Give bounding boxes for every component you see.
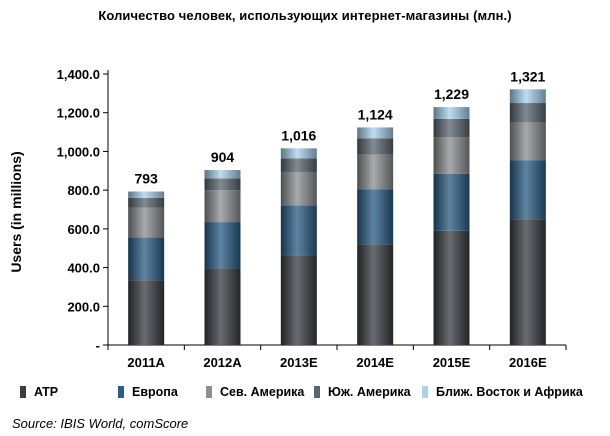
bar-segment [280, 158, 317, 172]
bar-segment [128, 197, 165, 208]
bar-segment [280, 255, 317, 345]
legend-item-north-america: Сев. Америка [206, 385, 304, 399]
bar-segment [280, 171, 317, 206]
legend-swatch [118, 386, 124, 398]
source-note: Source: IBIS World, comScore [12, 416, 189, 431]
bar-segment [433, 230, 470, 345]
bar-segment [280, 148, 317, 159]
bar-segment [357, 244, 394, 345]
bar-segment [357, 127, 394, 139]
bar-segment [433, 137, 470, 174]
bar-segment [433, 118, 470, 138]
legend-item-europe: Европа [118, 385, 178, 399]
bar-segment [204, 268, 241, 345]
bar-segment [204, 190, 241, 223]
bar-segment [204, 170, 241, 179]
bar-segment [204, 222, 241, 269]
x-tick-label: 2014E [356, 355, 394, 370]
legend-swatch [206, 386, 212, 398]
bar-segment [509, 122, 546, 161]
bar-total-label: 904 [211, 149, 235, 165]
x-tick-label: 2013E [280, 355, 318, 370]
bar-segment [509, 219, 546, 345]
y-tick-label: 400.0 [67, 261, 100, 276]
x-tick-label: 2016E [509, 355, 547, 370]
legend-swatch [314, 386, 320, 398]
y-tick-label: 1,000.0 [57, 144, 100, 159]
bar-segment [509, 160, 546, 220]
legend-item-south-america: Юж. Америка [314, 385, 411, 399]
bar-segment [357, 154, 394, 190]
y-tick-label: 800.0 [67, 183, 100, 198]
bar-total-label: 1,124 [358, 106, 393, 122]
legend-label: Сев. Америка [220, 385, 305, 399]
bar-total-label: 1,321 [510, 68, 545, 84]
y-tick-label: 1,200.0 [57, 106, 100, 121]
bar-total-label: 1,016 [281, 127, 316, 143]
bar-segment [128, 191, 165, 198]
legend-swatch [20, 386, 26, 398]
stacked-bar-chart: - 200.0 400.0 600.0 800.0 1,000.0 1,200.0 1,400… [57, 67, 567, 370]
legend-label: Ближ. Восток и Африка [436, 385, 583, 399]
bar-segment [357, 138, 394, 155]
legend-item-middle-east-africa: Ближ. Восток и Африка [422, 385, 583, 399]
bar-segment [433, 107, 470, 119]
y-tick-label: - [96, 338, 100, 353]
legend-label: Юж. Америка [328, 385, 411, 399]
legend-item-atp: ATP [20, 385, 58, 399]
bar-segment [357, 189, 394, 245]
bar-segment [509, 89, 546, 104]
legend-label: Европа [132, 385, 178, 399]
legend-swatch [422, 386, 428, 398]
bar-segment [280, 205, 317, 256]
bar-segment [128, 280, 165, 345]
bar-total-label: 1,229 [434, 86, 469, 102]
x-tick-label: 2015E [433, 355, 471, 370]
legend-label: ATP [34, 385, 59, 399]
bar-segment [433, 173, 470, 231]
legend: ATP Европа Сев. Америка Юж. Америка Ближ… [8, 385, 608, 405]
bar-segment [204, 178, 241, 191]
y-tick-label: 200.0 [67, 299, 100, 314]
bar-segment [128, 237, 165, 281]
x-tick-label: 2012A [203, 355, 242, 370]
chart-title: Количество человек, использующих интерне… [98, 8, 512, 23]
x-tick-label: 2011A [127, 355, 165, 370]
y-tick-label: 600.0 [67, 222, 100, 237]
y-tick-label: 1,400.0 [57, 67, 100, 82]
bar-total-label: 793 [134, 170, 158, 186]
bar-segment [128, 207, 165, 238]
bar-segment [509, 103, 546, 123]
